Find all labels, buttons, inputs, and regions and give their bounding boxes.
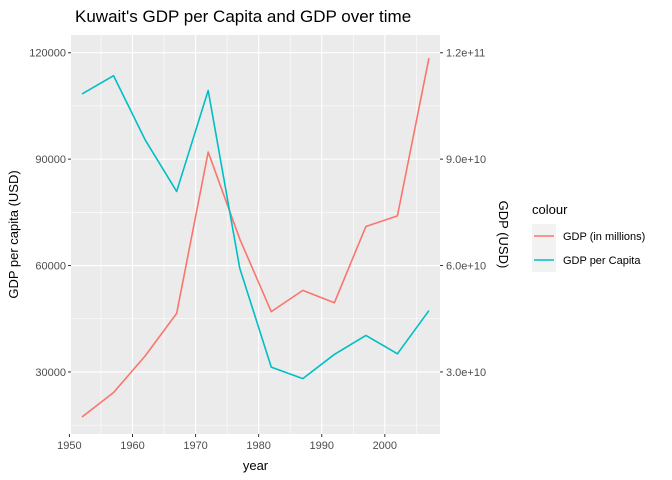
y2-tick-label: 3.0e+10 xyxy=(446,367,486,379)
chart-title: Kuwait's GDP per Capita and GDP over tim… xyxy=(75,7,411,26)
y2-tick-label: 9.0e+10 xyxy=(446,154,486,166)
x-tick-label: 1990 xyxy=(309,440,333,452)
legend-title: colour xyxy=(532,202,568,217)
y-axis-title: GDP per capita (USD) xyxy=(6,170,21,298)
y-tick-label: 90000 xyxy=(35,154,66,166)
x-tick-label: 1970 xyxy=(183,440,207,452)
y-tick-label: 30000 xyxy=(35,367,66,379)
legend-label: GDP (in millions) xyxy=(563,231,645,243)
y2-tick-label: 6.0e+10 xyxy=(446,261,486,273)
x-tick-label: 2000 xyxy=(373,440,397,452)
legend: colour GDP (in millions) GDP per Capita xyxy=(532,202,645,272)
left-axis: 30000 60000 90000 120000 xyxy=(29,48,71,379)
x-tick-label: 1950 xyxy=(57,440,81,452)
major-gridlines xyxy=(68,35,440,434)
y2-tick-label: 1.2e+11 xyxy=(446,48,485,60)
legend-label: GDP per Capita xyxy=(563,255,641,267)
bottom-axis: 1950 1960 1970 1980 1990 2000 xyxy=(57,434,397,452)
right-axis: 3.0e+10 6.0e+10 9.0e+10 1.2e+11 xyxy=(440,48,486,379)
x-axis-title: year xyxy=(243,458,269,473)
series-line-gdp-per-capita xyxy=(81,74,430,380)
y-tick-label: 120000 xyxy=(29,48,66,60)
series-lines xyxy=(81,57,430,418)
x-tick-label: 1980 xyxy=(246,440,270,452)
secondary-y-axis-title: GDP (USD) xyxy=(496,201,511,269)
series-line-gdp xyxy=(81,57,430,418)
x-tick-label: 1960 xyxy=(120,440,144,452)
y-tick-label: 60000 xyxy=(35,261,66,273)
